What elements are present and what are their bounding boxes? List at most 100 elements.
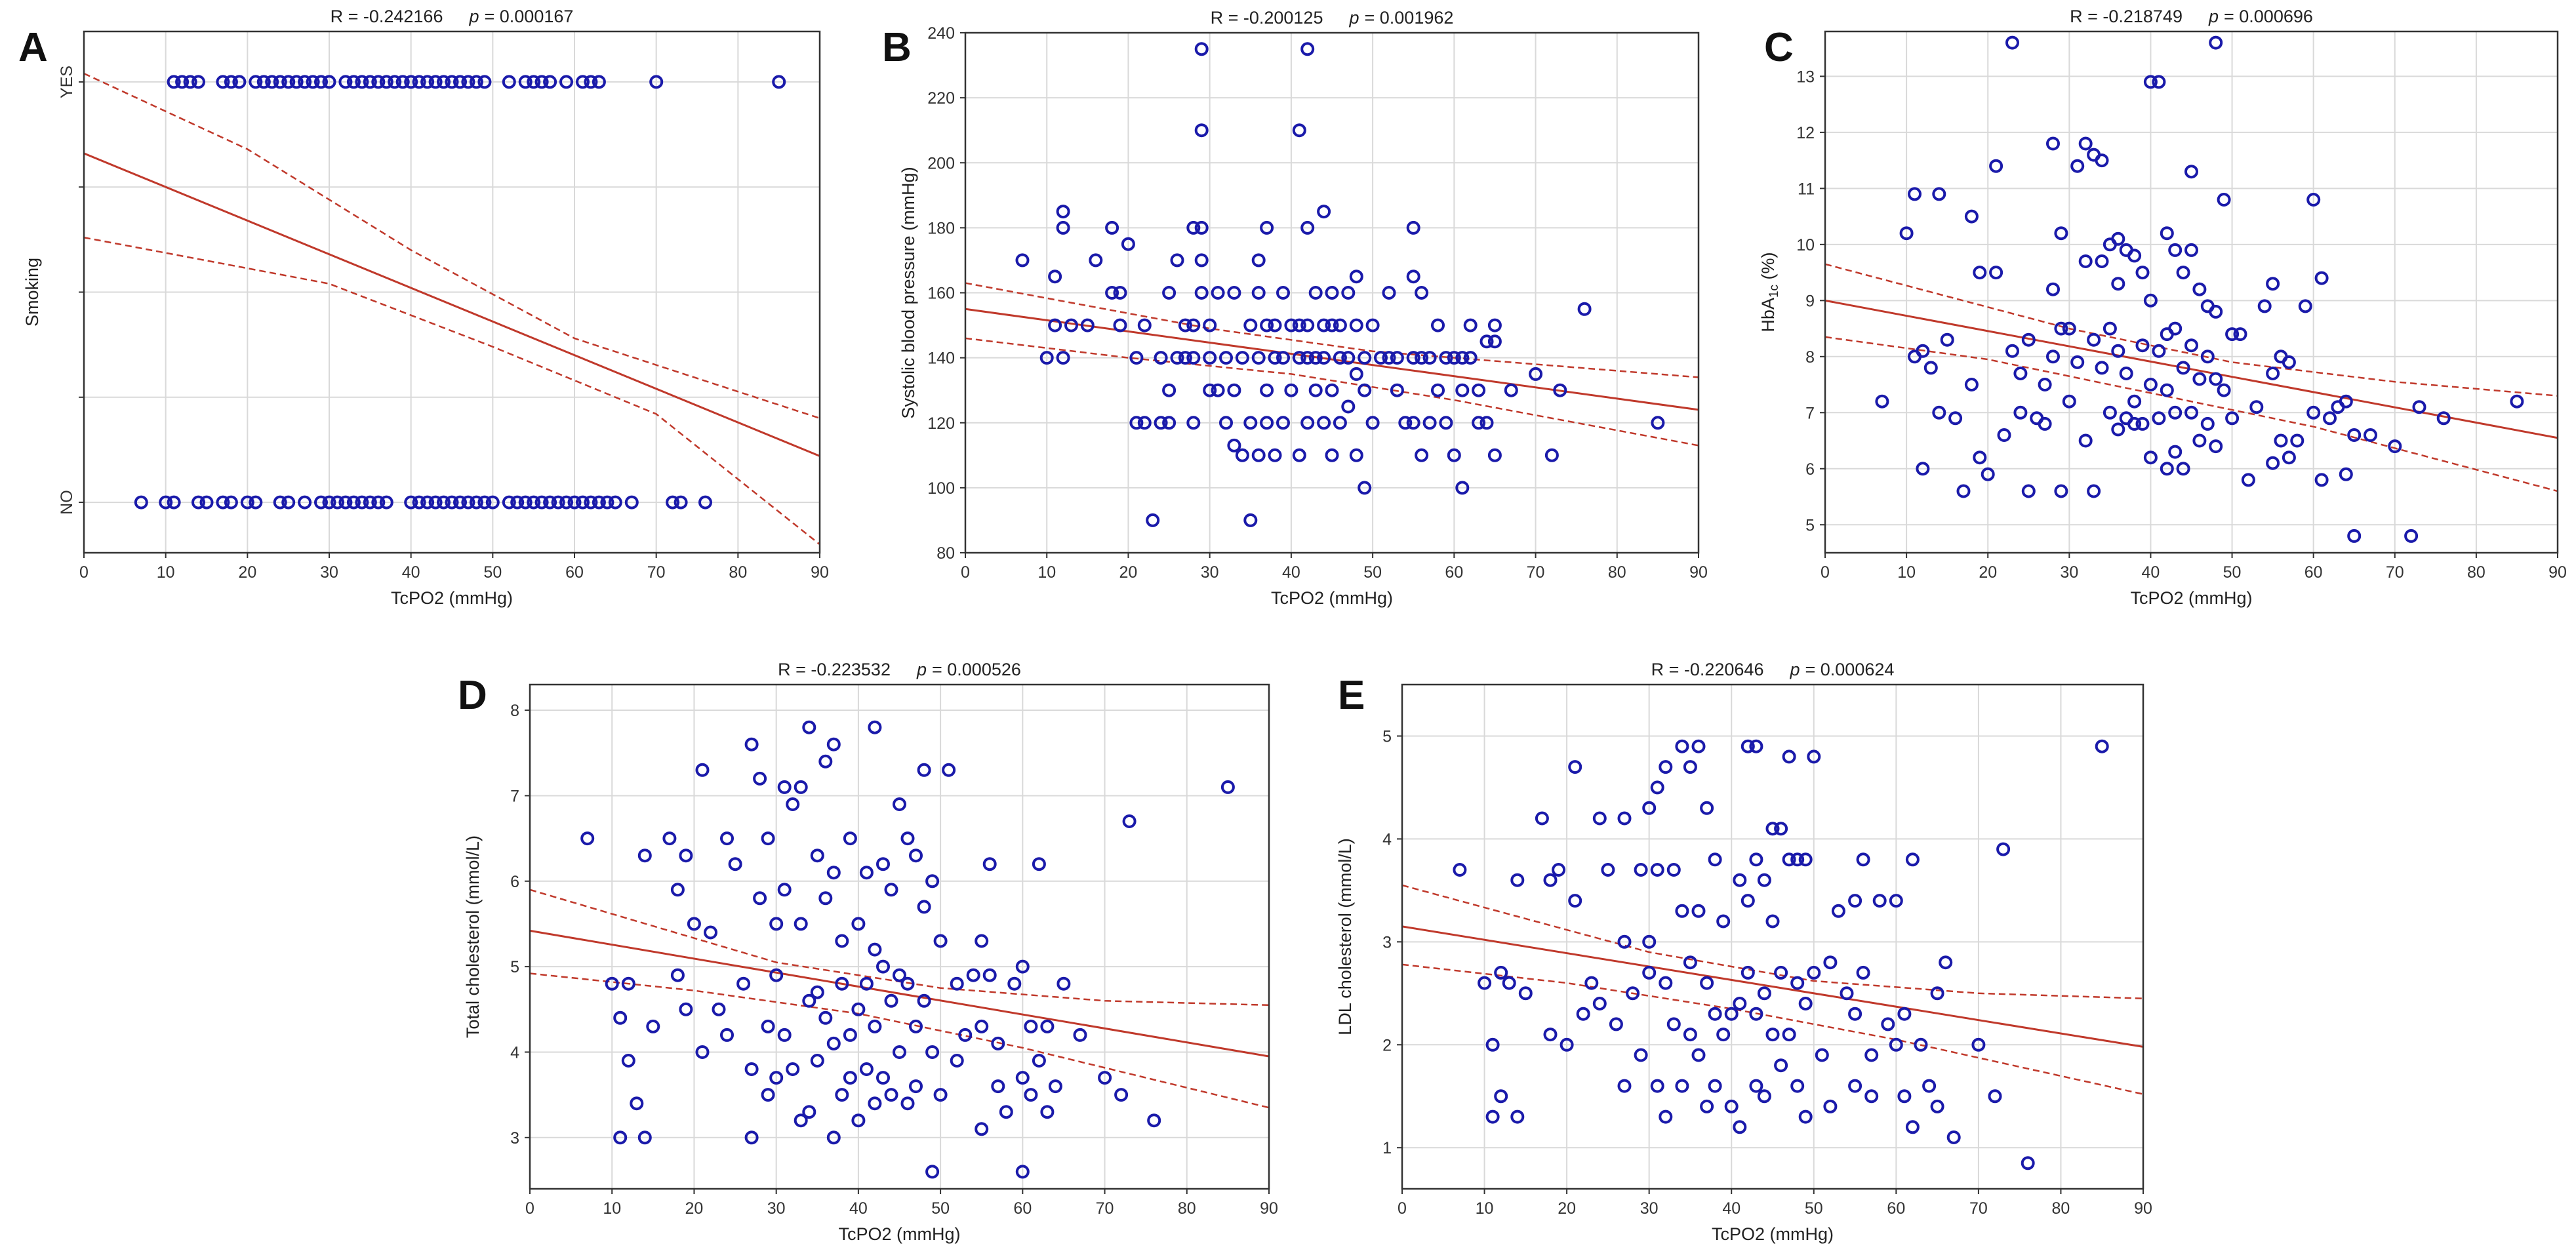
x-axis-label: TcPO2 (mmHg)	[1271, 588, 1393, 608]
data-point	[2314, 271, 2329, 285]
data-point	[2306, 193, 2321, 207]
data-point	[346, 75, 361, 89]
data-point	[469, 495, 483, 510]
data-point	[1048, 318, 1062, 332]
data-point	[2274, 433, 2288, 448]
data-point	[909, 849, 923, 863]
data-point	[613, 1130, 628, 1145]
data-point	[1415, 286, 1429, 300]
data-point	[559, 75, 573, 89]
data-point	[818, 754, 833, 769]
data-point	[1276, 351, 1290, 365]
data-point	[1422, 351, 1437, 365]
data-point	[592, 75, 606, 89]
data-point	[843, 1028, 857, 1042]
data-point	[1333, 318, 1347, 332]
data-point	[1856, 852, 1870, 867]
data-point	[159, 495, 173, 510]
data-point	[273, 495, 287, 510]
y-tick-label: 140	[927, 350, 955, 368]
data-point	[2339, 467, 2353, 481]
data-point	[1981, 467, 1995, 481]
data-point	[1431, 383, 1445, 397]
data-point	[428, 75, 443, 89]
data-point	[576, 75, 590, 89]
data-point	[1757, 1089, 1771, 1104]
data-point	[1988, 1089, 2002, 1104]
data-point	[314, 75, 328, 89]
data-point	[2078, 136, 2093, 151]
data-point	[1601, 863, 1615, 877]
data-point	[925, 1165, 940, 1179]
data-point	[1848, 894, 1862, 908]
data-point	[2257, 299, 2272, 313]
data-point	[1634, 863, 1648, 877]
data-point	[893, 1045, 906, 1059]
confidence-band-upper	[84, 72, 820, 419]
y-tick-label: 3	[1382, 933, 1392, 951]
data-point	[2217, 193, 2231, 207]
data-point	[1365, 416, 1380, 430]
data-point	[2176, 361, 2190, 375]
data-point	[1317, 318, 1331, 332]
data-point	[2062, 394, 2076, 409]
x-tick-label: 0	[1398, 1199, 1407, 1218]
data-point	[1317, 205, 1331, 219]
x-tick-label: 10	[603, 1199, 621, 1218]
data-point	[1098, 1071, 1112, 1085]
data-point	[453, 75, 467, 89]
data-point	[1203, 351, 1217, 365]
y-tick-label: 80	[936, 544, 955, 563]
data-point	[1716, 1028, 1731, 1042]
data-point	[802, 993, 816, 1008]
data-point	[843, 1071, 857, 1085]
data-point	[810, 849, 824, 863]
x-tick-label: 90	[2134, 1199, 2152, 1218]
data-point	[543, 495, 557, 510]
data-point	[281, 75, 296, 89]
data-point	[868, 720, 882, 734]
data-point	[1807, 965, 1821, 980]
x-tick-label: 0	[79, 563, 89, 582]
x-tick-label: 70	[647, 563, 666, 582]
data-point	[2135, 338, 2150, 353]
data-point	[1790, 1079, 1805, 1093]
data-point	[1129, 416, 1144, 430]
y-tick-label: YES	[58, 66, 76, 98]
x-tick-label: 80	[2052, 1199, 2070, 1218]
data-point	[1741, 894, 1755, 908]
data-point	[1790, 976, 1805, 990]
y-tick-label: 5	[1805, 516, 1815, 534]
data-point	[2192, 372, 2207, 386]
data-point	[637, 1130, 652, 1145]
data-point	[1552, 863, 1566, 877]
data-point	[1439, 416, 1453, 430]
data-point	[600, 495, 614, 510]
data-point	[191, 495, 205, 510]
data-point	[646, 1019, 660, 1033]
confidence-band-upper	[1825, 263, 2558, 397]
data-point	[273, 75, 287, 89]
x-tick-label: 60	[1013, 1199, 1032, 1218]
data-point	[893, 968, 906, 982]
data-point	[1700, 1099, 1714, 1113]
x-tick-label: 80	[2467, 563, 2485, 582]
stats-header: R = -0.242166 p = 0.000167	[331, 7, 574, 26]
data-point	[338, 495, 353, 510]
data-point	[445, 75, 459, 89]
data-point	[1782, 749, 1796, 764]
data-point	[818, 891, 833, 906]
plot-area	[530, 685, 1269, 1189]
x-tick-label: 40	[1282, 563, 1300, 582]
data-point	[1609, 1017, 1623, 1031]
data-point	[868, 1096, 882, 1111]
data-point	[1308, 286, 1323, 300]
y-tick-label: 8	[510, 702, 519, 720]
x-tick-label: 0	[1821, 563, 1830, 582]
chart-panel-e: 0 10 20 30 40 50 60 70 80 90 1 2 3 4 5 R = -0.220646 p = …	[1335, 660, 2152, 1244]
data-point	[1235, 351, 1249, 365]
data-point	[1463, 318, 1478, 332]
data-point	[224, 75, 238, 89]
data-point	[1333, 416, 1347, 430]
stats-header: R = -0.200125 p = 0.001962	[1211, 8, 1454, 28]
